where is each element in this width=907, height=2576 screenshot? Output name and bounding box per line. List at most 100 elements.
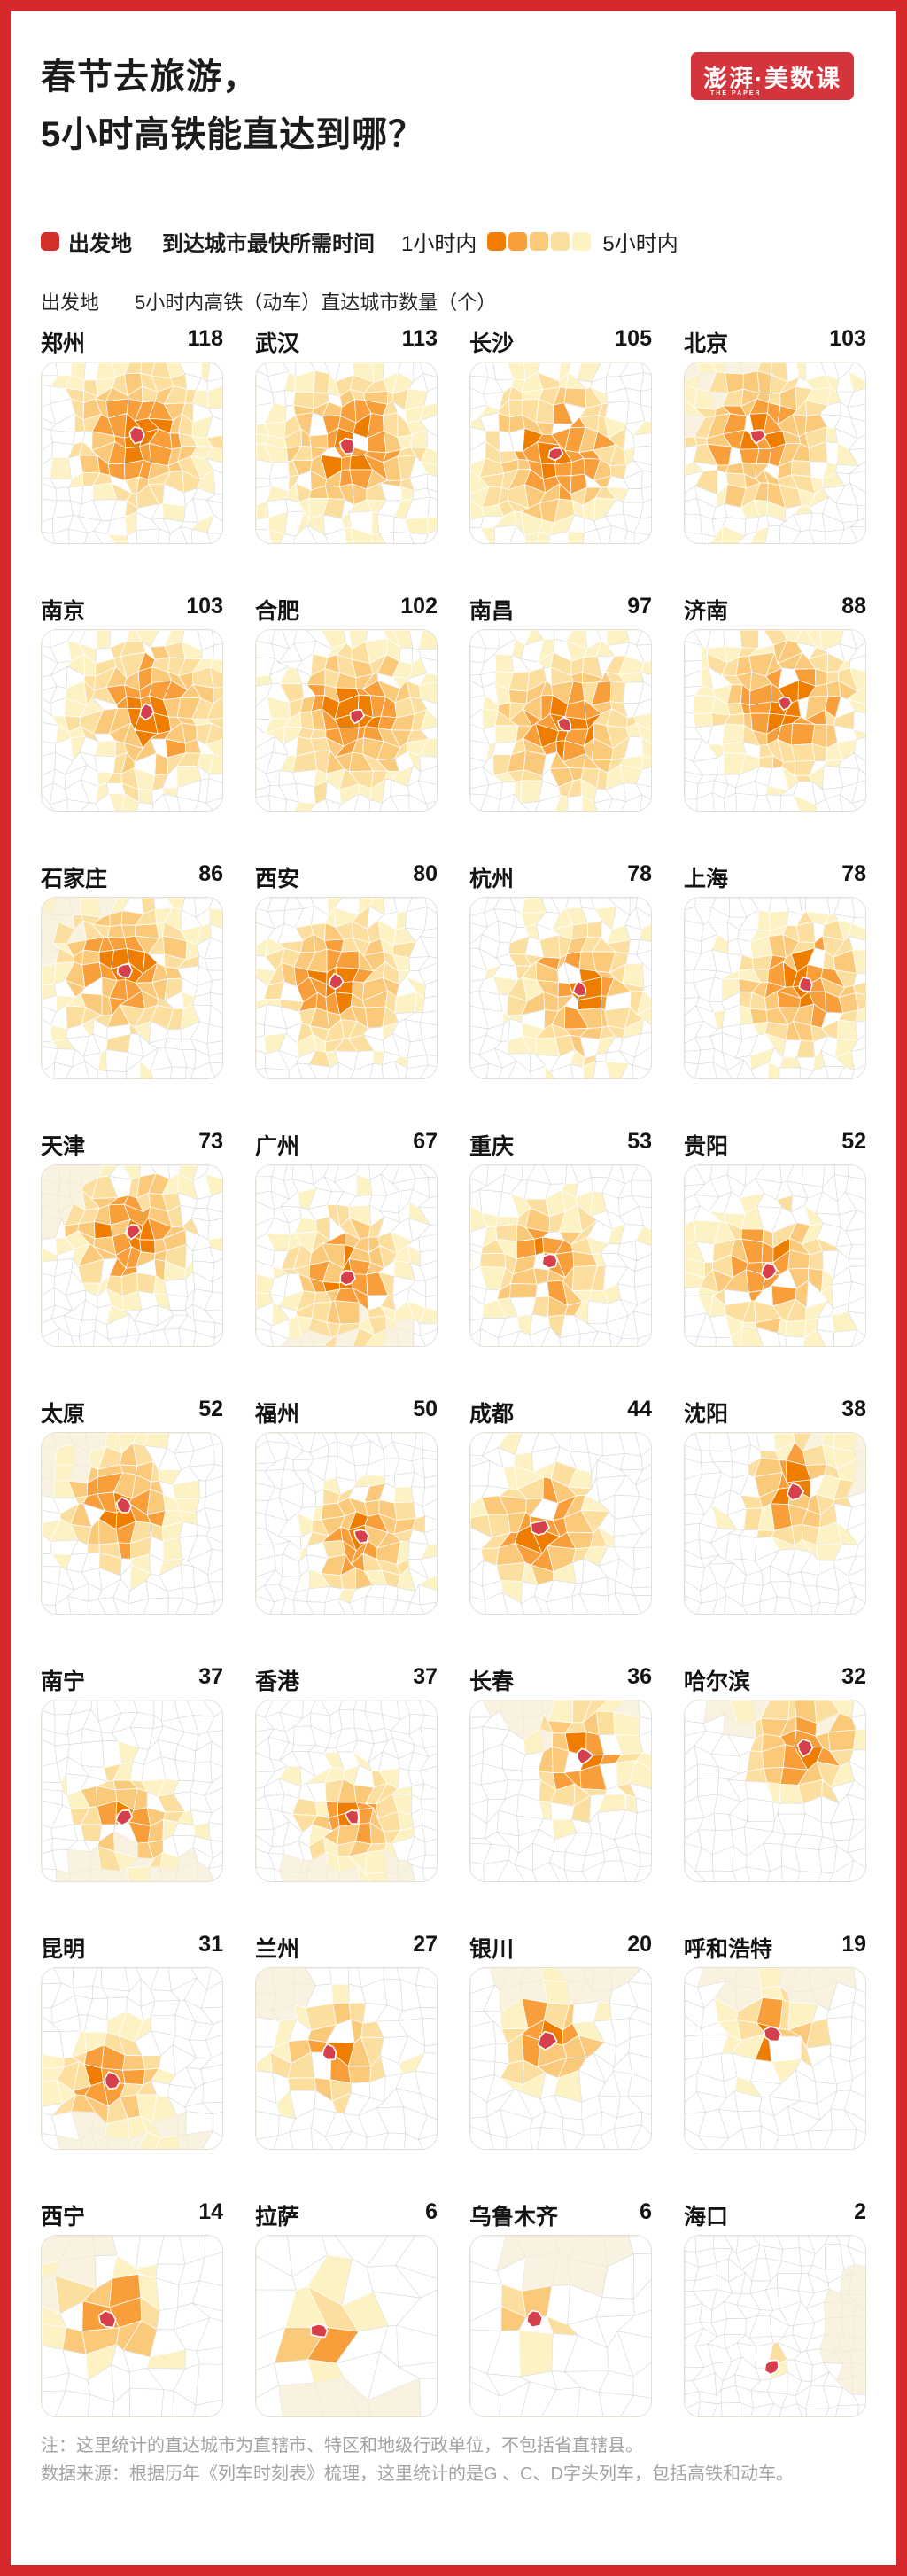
map-cell-header: 广州 67 (255, 1129, 438, 1164)
origin-city-marker (530, 1519, 551, 1536)
city-name: 乌鲁木齐 (469, 2204, 559, 2230)
city-name: 重庆 (469, 1133, 515, 1159)
choropleth-map (684, 361, 866, 544)
city-name: 上海 (684, 866, 729, 891)
city-count: 67 (413, 1128, 438, 1154)
choropleth-map (684, 1163, 866, 1347)
map-cell: 长春 36 (469, 1664, 652, 1882)
city-count: 78 (627, 860, 652, 886)
origin-city-marker (139, 702, 155, 720)
choropleth-map (684, 1966, 866, 2150)
choropleth-map (255, 1966, 438, 2150)
map-cell-header: 杭州 78 (469, 861, 652, 897)
city-name: 合肥 (255, 598, 300, 624)
city-name: 海口 (684, 2204, 729, 2230)
map-cell: 杭州 78 (469, 861, 652, 1079)
city-count: 86 (198, 860, 223, 886)
footer-note-1: 注：这里统计的直达城市为直辖市、特区和地级行政单位，不包括省直辖县。 (41, 2435, 643, 2455)
choropleth-map (469, 1163, 652, 1347)
choropleth-map-svg (685, 1700, 865, 1881)
choropleth-map-svg (470, 1700, 651, 1881)
publisher-logo: 澎湃·美数课 THE PAPER (691, 52, 854, 100)
map-cell-header: 太原 52 (41, 1397, 223, 1432)
origin-city-marker (349, 708, 366, 725)
origin-city-marker (571, 979, 587, 997)
footer-notes: 注：这里统计的直达城市为直辖市、特区和地级行政单位，不包括省直辖县。 数据来源：… (41, 2432, 838, 2488)
origin-city-marker (328, 972, 345, 990)
origin-color-swatch (41, 231, 59, 251)
choropleth-map-svg (256, 1432, 437, 1614)
choropleth-map (469, 896, 652, 1079)
choropleth-map-svg (685, 1164, 865, 1346)
map-cell: 太原 52 (41, 1397, 223, 1615)
origin-city-marker (787, 1482, 805, 1501)
city-count: 73 (198, 1128, 223, 1154)
scale-swatch-3 (530, 231, 549, 251)
choropleth-map-svg (256, 897, 437, 1078)
city-count: 6 (425, 2199, 438, 2224)
choropleth-map (255, 361, 438, 544)
choropleth-map-svg (470, 362, 651, 543)
origin-city-marker (748, 428, 767, 445)
city-name: 天津 (41, 1133, 86, 1159)
city-count: 31 (198, 1931, 223, 1957)
choropleth-map (41, 1699, 223, 1882)
map-cell: 西安 80 (255, 861, 438, 1079)
origin-city-marker (537, 2030, 558, 2051)
choropleth-map (255, 1431, 438, 1615)
city-name: 北京 (684, 331, 729, 356)
origin-city-marker (115, 1809, 134, 1826)
city-count: 103 (186, 593, 223, 619)
publisher-logo-text: 澎湃·美数课 (703, 65, 841, 92)
origin-city-marker (128, 425, 145, 445)
choropleth-map (469, 1699, 652, 1882)
origin-city-marker (115, 1496, 132, 1514)
scale-swatch-4 (551, 231, 570, 251)
city-count: 27 (413, 1931, 438, 1957)
city-name: 长沙 (469, 331, 515, 356)
map-cell: 福州 50 (255, 1397, 438, 1615)
city-name: 哈尔滨 (684, 1669, 751, 1694)
map-cell-header: 呼和浩特 19 (684, 1932, 866, 1967)
city-count: 37 (198, 1663, 223, 1689)
city-count: 113 (401, 325, 438, 351)
map-cell-header: 贵阳 52 (684, 1129, 866, 1164)
origin-city-marker (576, 1747, 594, 1765)
map-cell: 长沙 105 (469, 326, 652, 544)
city-count: 38 (841, 1396, 866, 1421)
legend-origin-label: 出发地 (68, 231, 132, 256)
map-cell: 石家庄 86 (41, 861, 223, 1079)
header: 春节去旅游， 5小时高铁能直达到哪？ 澎湃·美数课 THE PAPER (41, 49, 866, 164)
map-cell: 南宁 37 (41, 1664, 223, 1882)
map-cell: 天津 73 (41, 1129, 223, 1347)
origin-city-marker (796, 1738, 814, 1757)
map-cell-header: 上海 78 (684, 861, 866, 897)
origin-city-marker (798, 976, 813, 992)
city-name: 沈阳 (684, 1401, 729, 1427)
city-count: 50 (413, 1396, 438, 1421)
scale-swatch-1 (487, 231, 507, 251)
map-cell: 郑州 118 (41, 326, 223, 544)
map-cell-header: 郑州 118 (41, 326, 223, 362)
city-name: 昆明 (41, 1936, 86, 1962)
city-count: 14 (198, 2199, 223, 2224)
city-name: 香港 (255, 1669, 300, 1694)
map-cell-header: 石家庄 86 (41, 861, 223, 897)
city-count: 37 (413, 1663, 438, 1689)
map-cell: 银川 20 (469, 1932, 652, 2150)
choropleth-map-svg (42, 629, 222, 811)
legend: 出发地 到达城市最快所需时间 1小时内 5小时内 (41, 226, 866, 257)
map-cell: 西宁 14 (41, 2199, 223, 2417)
map-cell: 沈阳 38 (684, 1397, 866, 1615)
origin-city-marker (778, 696, 793, 711)
choropleth-map (684, 896, 866, 1079)
map-cell-header: 福州 50 (255, 1397, 438, 1432)
choropleth-map-svg (42, 897, 222, 1078)
city-name: 西宁 (41, 2204, 86, 2230)
city-name: 郑州 (41, 331, 86, 356)
city-name: 福州 (255, 1401, 300, 1427)
map-cell-header: 拉萨 6 (255, 2199, 438, 2235)
city-name: 南宁 (41, 1669, 86, 1694)
scale-swatch-2 (508, 231, 528, 251)
page-title: 春节去旅游， 5小时高铁能直达到哪？ (41, 49, 866, 164)
